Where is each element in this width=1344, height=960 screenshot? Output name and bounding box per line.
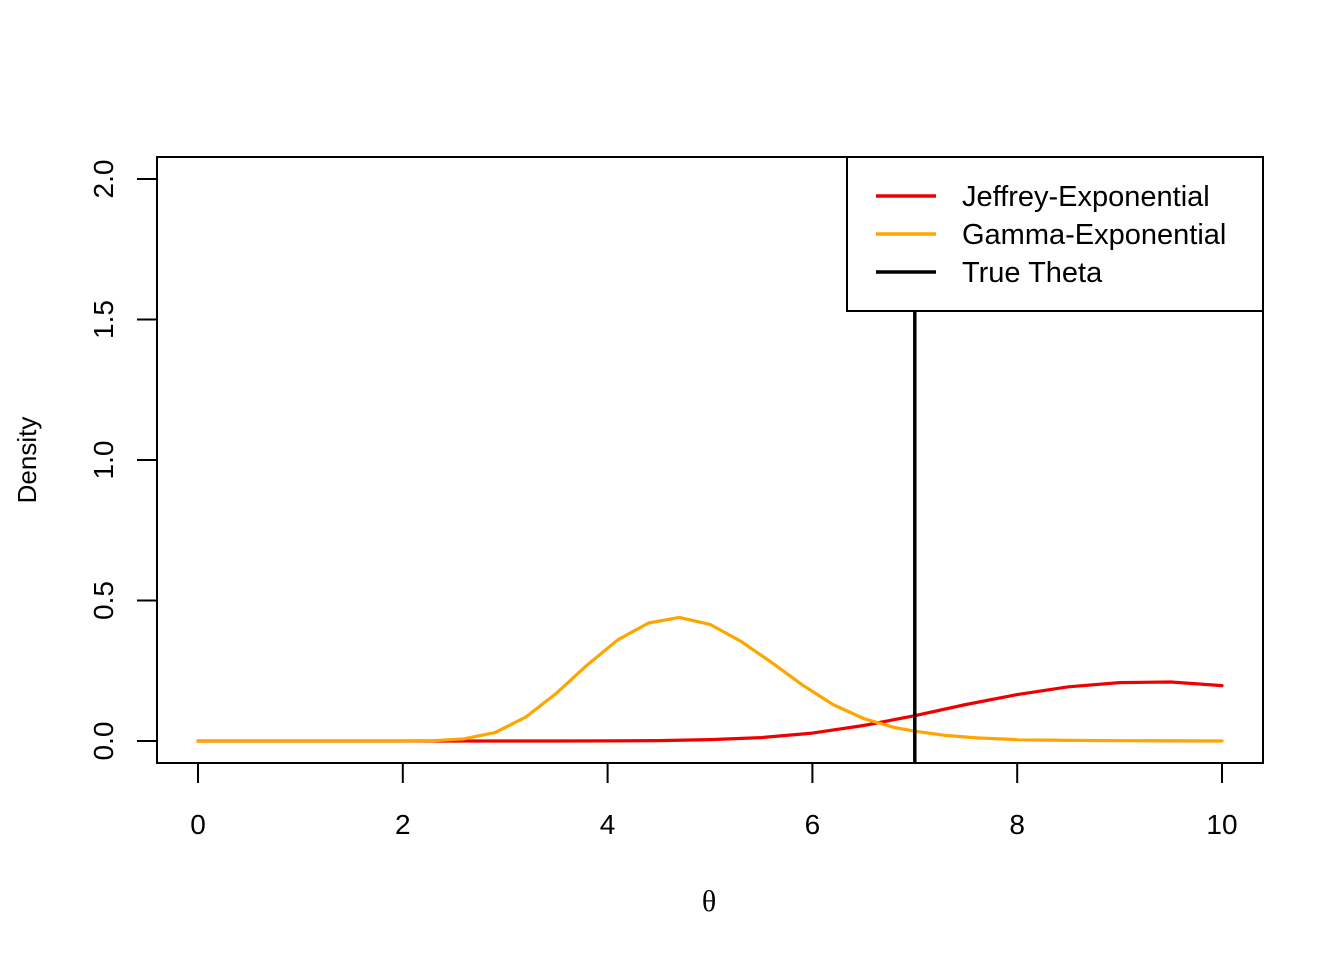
y-tick-label: 2.0 [88,160,119,199]
x-tick-label: 6 [805,809,821,840]
x-axis-title: θ [702,885,716,918]
x-tick-label: 2 [395,809,411,840]
series-layer [196,615,1224,743]
series-line-gamma-exponential [196,615,1224,743]
x-tick-label: 10 [1206,809,1237,840]
x-tick-label: 8 [1009,809,1025,840]
x-tick-label: 4 [600,809,616,840]
legend-label: Gamma-Exponential [962,219,1226,251]
legend-label: True Theta [962,257,1103,289]
y-tick-label: 0.5 [88,581,119,620]
legend: Jeffrey-Exponential Gamma-Exponential True… [846,156,1264,312]
x-tick-label: 0 [190,809,206,840]
y-tick-label: 1.0 [88,441,119,480]
y-tick-label: 1.5 [88,300,119,339]
x-axis: 0 2 4 6 8 10 [190,762,1238,840]
y-tick-label: 0.0 [88,722,119,761]
y-axis-title: Density [12,417,42,504]
legend-label: Jeffrey-Exponential [962,181,1210,213]
y-axis: 0.0 0.5 1.0 1.5 2.0 [88,160,158,761]
